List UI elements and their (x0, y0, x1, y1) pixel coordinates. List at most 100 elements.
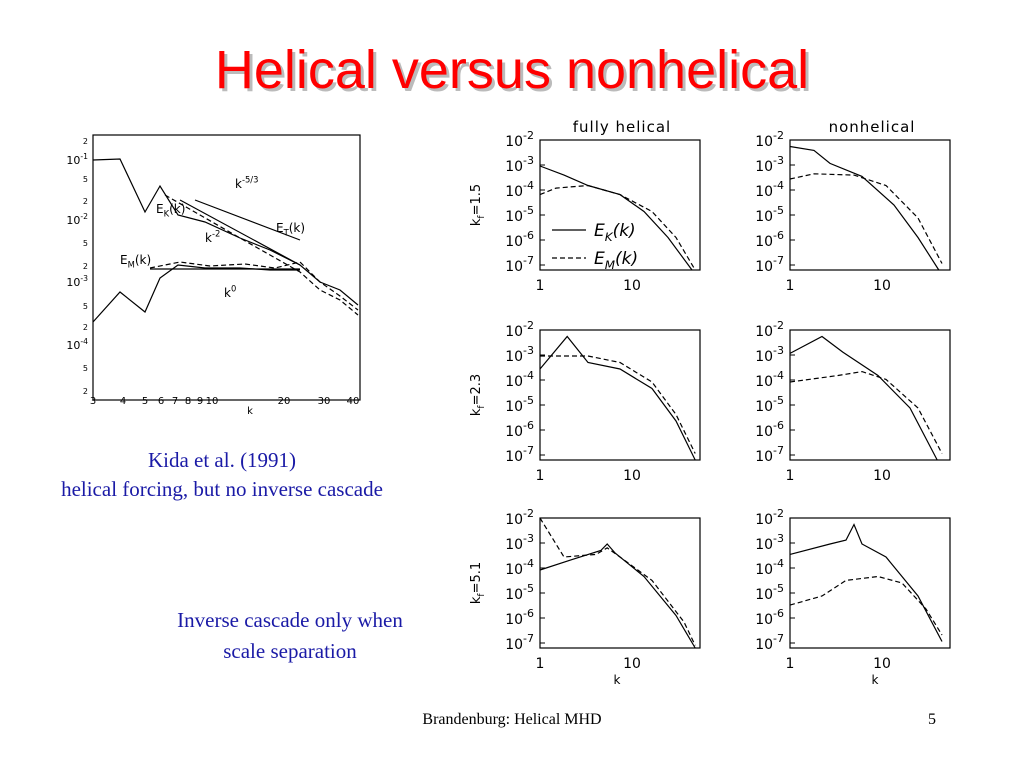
page-number: 5 (928, 711, 936, 728)
label-sup: -4 (773, 557, 784, 570)
x-tick-label: 10 (873, 278, 891, 294)
label-base: 10 (755, 537, 773, 553)
label-base: E (156, 202, 164, 216)
label-sub: f (477, 593, 487, 597)
label-base: E (594, 249, 605, 269)
label-tail: (k) (135, 253, 151, 267)
y-tick-label: 10-7 (505, 444, 534, 465)
x-tick-label: 1 (536, 278, 545, 294)
y-tick-label: 10-5 (755, 204, 784, 225)
label-base: E (594, 221, 605, 241)
x-tick-label: 1 (536, 656, 545, 672)
y-tick-label: 10-2 (755, 319, 784, 340)
label-sub: T (283, 228, 290, 238)
label-tail: (k) (169, 202, 185, 216)
label: ET(k) (276, 221, 305, 238)
label-tail: (k) (613, 221, 636, 241)
label-sup: -6 (523, 229, 534, 242)
label-base: 10 (505, 449, 523, 465)
label-base: 10 (66, 339, 80, 352)
curve (789, 145, 940, 271)
label-base: 10 (505, 159, 523, 175)
label: EM(k) (120, 253, 151, 270)
label-sup: -2 (523, 129, 534, 142)
x-axis-label: k (872, 673, 879, 687)
label: kf=2.3 (469, 374, 487, 416)
caption: Kida et al. (1991) (148, 448, 296, 472)
label-base: 2 (83, 262, 88, 271)
x-tick-label: 3 (90, 396, 96, 407)
x-tick-label: 7 (172, 396, 178, 407)
label-base: 10 (505, 234, 523, 250)
label-base: E (120, 253, 128, 267)
x-tick-label: 6 (158, 396, 164, 407)
curve (539, 543, 696, 649)
label-base: k (235, 177, 242, 191)
label: 5 (83, 364, 88, 373)
x-tick-label: 1 (786, 656, 795, 672)
label-base: k (205, 231, 212, 245)
curve (92, 158, 359, 306)
label-sup: -5 (773, 394, 784, 407)
label-sup: -4 (773, 369, 784, 382)
x-tick-label: 10 (206, 396, 219, 407)
label: kf=5.1 (469, 562, 487, 604)
x-tick-label: 10 (623, 468, 641, 484)
label-tail: (k) (615, 249, 638, 269)
curve (539, 335, 696, 461)
y-tick-label: 10-4 (755, 369, 784, 390)
y-tick-label: 10-5 (755, 394, 784, 415)
label-base: k (469, 408, 484, 416)
label-base: 10 (505, 324, 523, 340)
x-tick-label: 1 (786, 278, 795, 294)
label: 2 (83, 262, 88, 271)
plot-frame (539, 517, 701, 649)
curve (149, 261, 359, 311)
y-tick-label: 10-5 (505, 394, 534, 415)
label-base: 10 (755, 324, 773, 340)
k2-line (179, 199, 301, 266)
x-tick-label: 40 (347, 396, 360, 407)
label-sup: -7 (523, 632, 534, 645)
label-base: 10 (505, 259, 523, 275)
label-sup: -7 (773, 444, 784, 457)
plot-frame (789, 517, 951, 649)
label-base: 5 (83, 175, 88, 184)
x-tick-label: 10 (873, 656, 891, 672)
y-tick-label: 10-5 (505, 582, 534, 603)
y-tick-label: 10-6 (755, 229, 784, 250)
y-tick-label: 10-2 (755, 507, 784, 528)
label-base: 10 (755, 637, 773, 653)
label-tail: =5.1 (469, 562, 484, 594)
label-sup: -3 (773, 344, 784, 357)
label-sup: -5 (523, 394, 534, 407)
label-base: 10 (505, 424, 523, 440)
y-tick-label: 10-2 (755, 129, 784, 150)
label-base: 10 (505, 374, 523, 390)
label-base: k (224, 286, 231, 300)
label: 2 (83, 387, 88, 396)
label-sup: -3 (523, 154, 534, 167)
label-base: 10 (66, 154, 80, 167)
label-sup: -2 (523, 319, 534, 332)
plot-frame (92, 134, 361, 401)
label-sup: -7 (523, 444, 534, 457)
label-base: 10 (505, 637, 523, 653)
y-tick-label: 10-3 (505, 154, 534, 175)
label-base: 2 (83, 323, 88, 332)
label-base: 10 (66, 276, 80, 289)
label-sup: -5 (773, 582, 784, 595)
label: EK(k) (156, 202, 185, 219)
y-tick-label: 10-4 (755, 179, 784, 200)
y-tick-label: 10-7 (755, 254, 784, 275)
label: EK(k) (594, 221, 636, 244)
y-tick-label: 10-2 (505, 507, 534, 528)
label: k-2 (205, 229, 220, 245)
label-base: E (276, 221, 284, 235)
label-base: 10 (66, 214, 80, 227)
label-base: k (469, 218, 484, 226)
y-tick-label: 10-6 (505, 607, 534, 628)
label-sup: -6 (773, 607, 784, 620)
curve (539, 517, 696, 646)
